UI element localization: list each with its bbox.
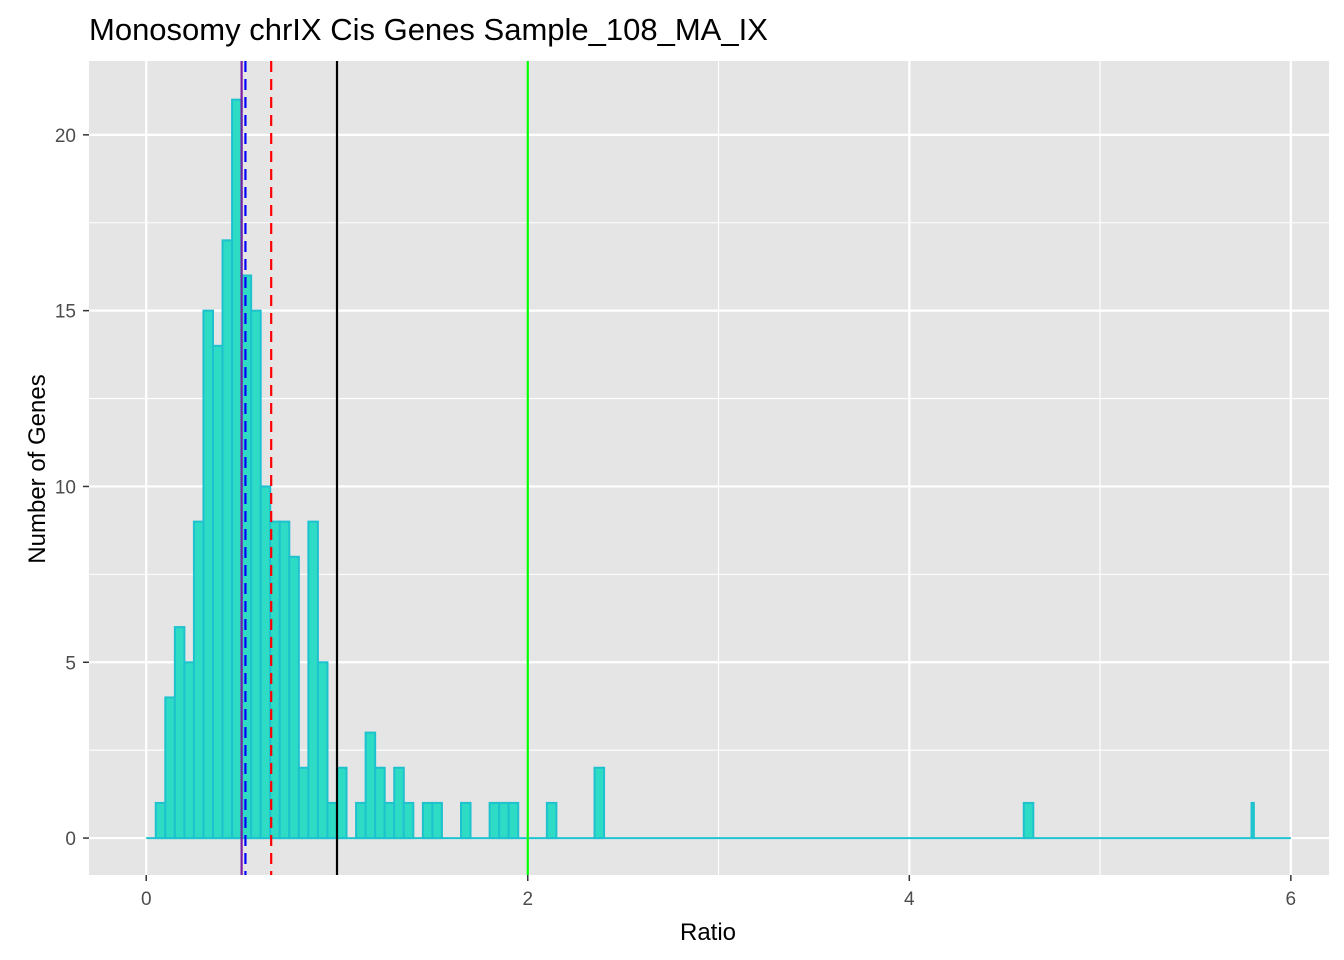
- histogram-bar: [593, 766, 606, 840]
- histogram-bar: [431, 801, 443, 840]
- x-tick-label: 6: [1286, 889, 1297, 910]
- histogram-bar: [173, 626, 186, 840]
- histogram-bar: [307, 520, 319, 840]
- histogram-bar: [402, 801, 415, 840]
- histogram-bar: [498, 801, 510, 840]
- x-tick-label: 0: [141, 889, 152, 910]
- histogram-bar: [259, 485, 272, 840]
- histogram-bar: [374, 766, 386, 840]
- histogram-bar: [316, 661, 329, 840]
- histogram-bar: [154, 801, 167, 840]
- histogram-bar: [488, 801, 501, 840]
- histogram-bar: [250, 309, 262, 840]
- histogram-bar: [383, 801, 396, 840]
- y-tick-label: 0: [65, 829, 76, 850]
- histogram-bar: [545, 801, 558, 840]
- histogram-bar: [231, 98, 243, 840]
- histogram-bar: [278, 520, 291, 840]
- y-tick-label: 10: [55, 477, 76, 498]
- histogram-bar: [1022, 801, 1035, 840]
- y-tick-label: 5: [65, 653, 76, 674]
- chart-title: Monosomy chrIX Cis Genes Sample_108_MA_I…: [89, 12, 768, 47]
- histogram-bar: [221, 239, 234, 840]
- histogram-bar: [326, 801, 339, 840]
- y-tick-label: 15: [55, 302, 76, 323]
- histogram-bar: [192, 520, 205, 840]
- histogram-bars: [146, 98, 1291, 840]
- histogram-bar: [460, 801, 472, 840]
- x-tick-label: 2: [522, 889, 533, 910]
- x-tick-label: 4: [904, 889, 915, 910]
- histogram-bar: [1250, 801, 1255, 840]
- histogram-bar: [288, 555, 300, 840]
- histogram-bar: [202, 309, 214, 840]
- reference-lines: [240, 61, 529, 875]
- histogram-bar: [393, 766, 405, 840]
- histogram-bar: [297, 766, 310, 840]
- histogram-bar: [164, 696, 176, 840]
- histogram-bar: [364, 731, 377, 840]
- histogram-bar: [421, 801, 434, 840]
- y-axis: 0 5 10 15 20: [55, 126, 89, 850]
- histogram-bar: [212, 344, 224, 840]
- x-axis: 0 2 4 6: [141, 875, 1296, 910]
- histogram-bar: [183, 661, 195, 840]
- y-axis-title: Number of Genes: [24, 374, 51, 563]
- y-tick-label: 20: [55, 126, 76, 147]
- histogram-bar: [355, 801, 367, 840]
- histogram-bar: [507, 801, 520, 840]
- x-axis-title: Ratio: [680, 919, 736, 946]
- histogram-bar: [336, 766, 348, 840]
